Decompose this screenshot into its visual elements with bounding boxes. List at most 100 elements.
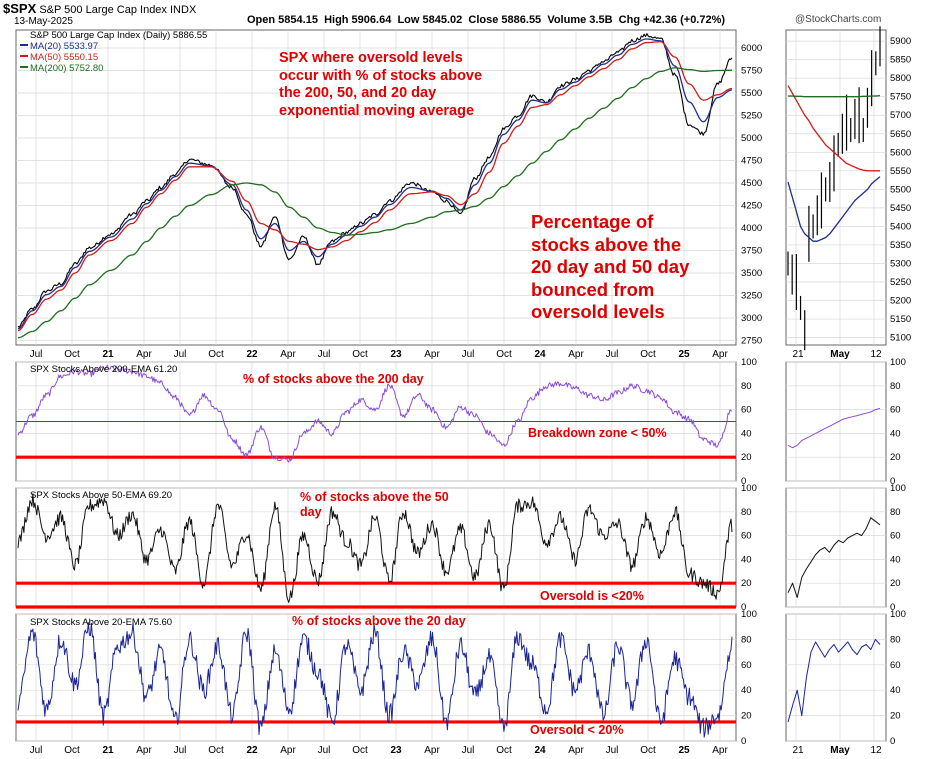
x-tick-label: 21 — [102, 349, 114, 360]
zoom-price-y-tick-label: 5800 — [890, 73, 911, 84]
volume-value: Volume 3.5B — [547, 14, 613, 26]
zoom-p50-series-spx-stocks-above-50-ema — [787, 517, 881, 598]
p50-y-tick-label: 40 — [741, 554, 752, 565]
x-tick-label: Jul — [30, 349, 43, 360]
p200-y-tick-label: 60 — [741, 405, 752, 416]
zoom-price-y-tick-label: 5250 — [890, 277, 911, 288]
p200-legend-text: SPX Stocks Above 200-EMA 61.20 — [30, 364, 177, 375]
high-value: High 5906.64 — [324, 14, 392, 26]
price-y-tick-label: 4250 — [741, 201, 762, 212]
x-tick-label: Jul — [606, 349, 619, 360]
symbol-title: $SPX S&P 500 Large Cap Index INDX — [3, 1, 196, 16]
zoom-p20-y-tick-label: 60 — [890, 660, 901, 671]
annotation-percentage: Percentage of stocks above the 20 day an… — [531, 211, 690, 323]
price-legend: S&P 500 Large Cap Index (Daily) 5886.55 … — [20, 30, 207, 74]
annotation-oversold50: Oversold is <20% — [540, 589, 644, 603]
price-panel-frame — [15, 29, 737, 346]
price-y-tick-label: 3000 — [741, 313, 762, 324]
price-y-tick-label: 3250 — [741, 291, 762, 302]
zoom-p20-y-tick-label: 80 — [890, 634, 901, 645]
p50-panel-frame — [15, 487, 737, 608]
p200-y-tick-label: 20 — [741, 452, 752, 463]
x-tick-label: Jul — [606, 745, 619, 756]
p20-series-spx-stocks-above-20-ema — [17, 622, 733, 738]
zoom-p50-y-tick-label: 40 — [890, 554, 901, 565]
p50-y-tick-label: 0 — [741, 602, 746, 613]
zoom-price-y-tick-label: 5400 — [890, 221, 911, 232]
x-tick-label: Oct — [64, 745, 80, 756]
x-tick-label: Jul — [318, 349, 331, 360]
zoom-p20-panel-frame — [785, 613, 887, 742]
zoom-p200-y-tick-label: 0 — [890, 476, 895, 487]
price-y-tick-label: 4000 — [741, 223, 762, 234]
x-tick-label: Apr — [136, 349, 152, 360]
zoom-x-tick-label: May — [830, 349, 850, 360]
zoom-x-tick-label: May — [830, 745, 850, 756]
price-series-ma-50- — [17, 41, 733, 332]
exchange: INDX — [170, 4, 197, 16]
x-tick-label: Apr — [712, 349, 728, 360]
low-value: Low 5845.02 — [397, 14, 463, 26]
price-y-tick-label: 5250 — [741, 111, 762, 122]
zoom-p200-panel-frame — [785, 361, 887, 482]
zoom-price-y-tick-label: 5550 — [890, 166, 911, 177]
x-tick-label: Apr — [712, 745, 728, 756]
x-tick-label: Oct — [208, 349, 224, 360]
p20-y-tick-label: 40 — [741, 685, 752, 696]
ma20-legend-text: MA(20) 5533.97 — [30, 41, 98, 52]
p200-y-tick-label: 40 — [741, 428, 752, 439]
annotation-breakdown: Breakdown zone < 50% — [528, 426, 667, 440]
zoom-price-series-ma-50- — [787, 85, 880, 172]
x-tick-label: Apr — [568, 349, 584, 360]
zoom-x-tick-label: 21 — [792, 745, 804, 756]
zoom-price-y-tick-label: 5600 — [890, 147, 911, 158]
p200-y-tick-label: 80 — [741, 381, 752, 392]
x-tick-label: Oct — [208, 745, 224, 756]
ma200-legend-text: MA(200) 5752.80 — [30, 63, 103, 74]
zoom-x-tick-label: 12 — [870, 745, 882, 756]
symbol: $SPX — [3, 1, 37, 16]
price-y-tick-label: 5500 — [741, 88, 762, 99]
zoom-price-y-tick-label: 5750 — [890, 92, 911, 103]
zoom-p20-series-spx-stocks-above-20-ema — [787, 638, 881, 723]
zoom-price-y-tick-label: 5650 — [890, 129, 911, 140]
annotation-p20: % of stocks above the 20 day — [292, 614, 466, 628]
p50-y-tick-label: 20 — [741, 578, 752, 589]
zoom-p200-y-tick-label: 80 — [890, 381, 901, 392]
x-tick-label: Apr — [136, 745, 152, 756]
p20-y-tick-label: 100 — [741, 609, 757, 620]
price-series-ma-200- — [17, 67, 732, 339]
x-tick-label: 24 — [534, 349, 546, 360]
zoom-p200-y-tick-label: 60 — [890, 405, 901, 416]
price-y-tick-label: 4500 — [741, 178, 762, 189]
zoom-price-y-tick-label: 5900 — [890, 36, 911, 47]
index-name: S&P 500 Large Cap Index — [39, 4, 167, 16]
price-series-s-p-500-large-cap-index-daily- — [17, 33, 733, 328]
x-tick-label: 23 — [390, 745, 402, 756]
p20-legend-text: SPX Stocks Above 20-EMA 75.60 — [30, 617, 172, 628]
price-y-tick-label: 3500 — [741, 268, 762, 279]
open-value: Open 5854.15 — [247, 14, 318, 26]
x-tick-label: 25 — [678, 745, 690, 756]
price-y-tick-label: 5750 — [741, 66, 762, 77]
price-y-tick-label: 5000 — [741, 133, 762, 144]
x-tick-label: 25 — [678, 349, 690, 360]
zoom-x-tick-label: 21 — [792, 349, 804, 360]
close-value: Close 5886.55 — [468, 14, 542, 26]
price-y-tick-label: 4750 — [741, 156, 762, 167]
p20-y-tick-label: 60 — [741, 660, 752, 671]
p20-y-tick-label: 20 — [741, 711, 752, 722]
x-tick-label: Jul — [174, 349, 187, 360]
zoom-price-y-tick-label: 5700 — [890, 110, 911, 121]
zoom-price-y-tick-label: 5350 — [890, 240, 911, 251]
zoom-p200-y-tick-label: 20 — [890, 452, 901, 463]
x-tick-label: 22 — [246, 349, 258, 360]
zoom-p200-y-tick-label: 40 — [890, 428, 901, 439]
zoom-p50-y-tick-label: 100 — [890, 483, 906, 494]
p200-y-tick-label: 0 — [741, 476, 746, 487]
x-tick-label: Oct — [640, 349, 656, 360]
zoom-p200-series-spx-stocks-above-200-ema — [787, 407, 881, 449]
x-tick-label: 23 — [390, 349, 402, 360]
